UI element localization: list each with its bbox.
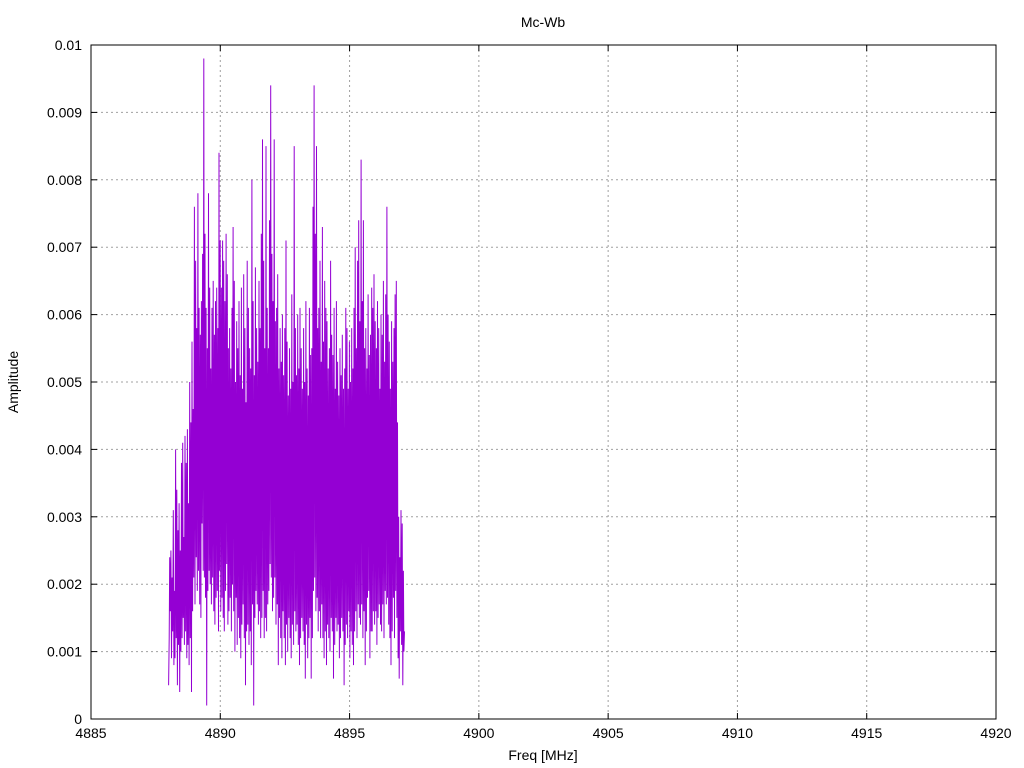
x-tick-label: 4900 (463, 725, 494, 741)
y-tick-label: 0.007 (47, 239, 82, 255)
x-tick-label: 4920 (980, 725, 1011, 741)
y-tick-label: 0.01 (55, 37, 82, 53)
x-tick-label: 4915 (851, 725, 882, 741)
y-tick-label: 0.004 (47, 441, 82, 457)
x-tick-label: 4890 (205, 725, 236, 741)
y-tick-label: 0.005 (47, 374, 82, 390)
chart-title: Mc-Wb (521, 14, 566, 30)
y-tick-label: 0.003 (47, 509, 82, 525)
series-line (168, 58, 405, 706)
tick-label-layer: 4885 4890 4895 4900 4905 4910 4915 4920 0 0.001 0.… (47, 37, 1012, 741)
y-axis-label: Amplitude (5, 351, 21, 413)
y-tick-label: 0.001 (47, 644, 82, 660)
y-tick-label: 0.009 (47, 104, 82, 120)
x-tick-label: 4885 (75, 725, 106, 741)
y-tick-label: 0.008 (47, 172, 82, 188)
tick-layer (90, 44, 997, 720)
series-layer (168, 58, 405, 706)
y-tick-label: 0 (74, 711, 82, 727)
y-tick-label: 0.006 (47, 307, 82, 323)
x-axis-label: Freq [MHz] (508, 747, 577, 763)
x-tick-label: 4910 (722, 725, 753, 741)
x-tick-label: 4905 (593, 725, 624, 741)
x-tick-label: 4895 (334, 725, 365, 741)
y-tick-label: 0.002 (47, 576, 82, 592)
